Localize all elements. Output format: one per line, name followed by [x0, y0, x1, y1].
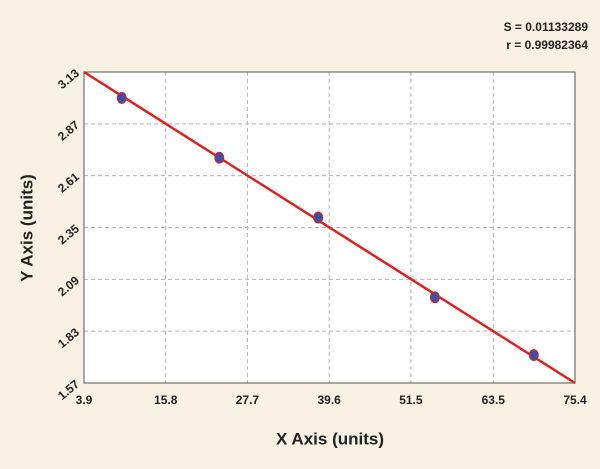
- data-point: [214, 151, 225, 164]
- x-tick-label: 3.9: [76, 393, 93, 407]
- y-axis-title: Y Axis (units): [17, 174, 36, 282]
- annotation: r = 0.99982364: [506, 38, 588, 52]
- plot-frame: [83, 71, 576, 384]
- x-axis-title: X Axis (units): [276, 429, 384, 448]
- x-tick-label: 39.6: [317, 393, 341, 407]
- x-tick-label: 51.5: [399, 393, 423, 407]
- data-point: [313, 211, 324, 224]
- annotation: S = 0.01133289: [504, 20, 589, 34]
- y-tick-label: 2.09: [55, 273, 82, 299]
- data-point: [429, 291, 440, 304]
- y-tick-label: 3.13: [55, 66, 82, 92]
- data-point: [116, 91, 127, 104]
- x-tick-label: 27.7: [236, 393, 260, 407]
- y-tick-label: 2.87: [55, 118, 82, 144]
- y-tick-label: 1.83: [55, 325, 82, 351]
- fit-line: [83, 70, 576, 385]
- x-tick-label: 75.4: [563, 393, 587, 407]
- data-point: [528, 349, 539, 362]
- y-tick-label: 2.61: [55, 169, 82, 195]
- y-tick-label: 2.35: [55, 221, 82, 247]
- x-tick-label: 63.5: [482, 393, 506, 407]
- x-tick-label: 15.8: [154, 393, 178, 407]
